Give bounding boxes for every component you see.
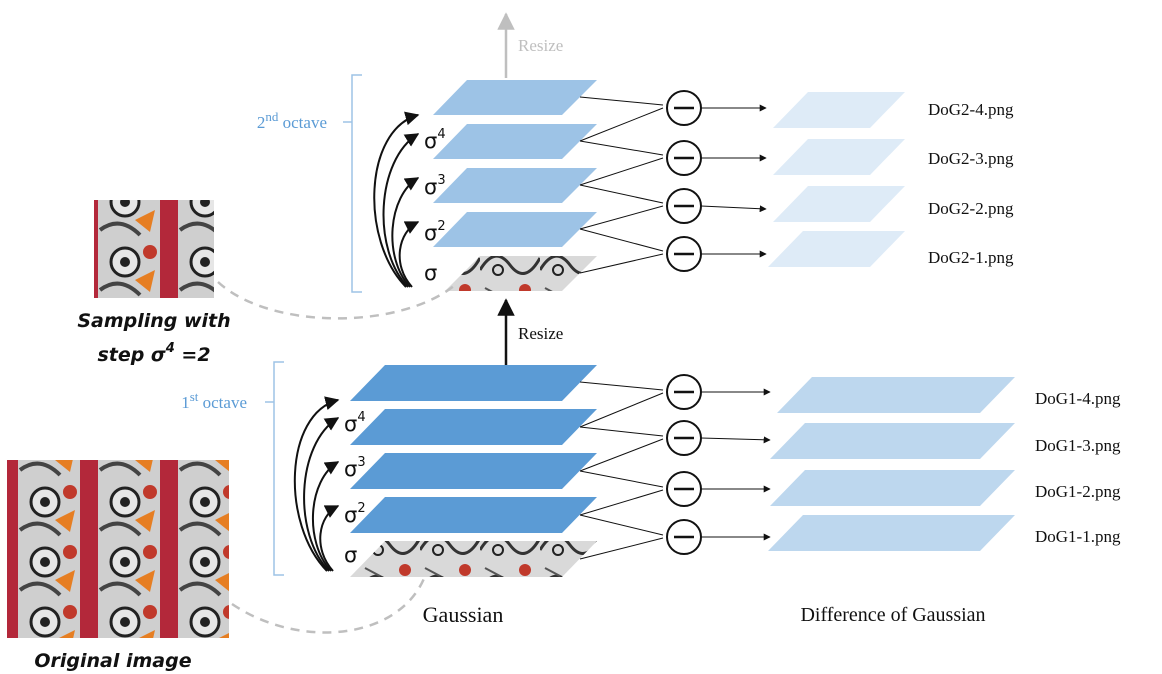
minus-circle-icon bbox=[666, 519, 702, 555]
octave2-dog-layer-2 bbox=[773, 186, 905, 222]
octave2-gaussian-layer-1 bbox=[433, 212, 597, 247]
octave2-sigma-2: σ2 bbox=[424, 219, 446, 245]
arrow-right-icon bbox=[700, 436, 771, 444]
minus-circle-icon bbox=[666, 188, 702, 224]
arrow-right-icon bbox=[700, 205, 767, 213]
minus-circle-icon bbox=[666, 374, 702, 410]
octave2-dog-stack bbox=[768, 92, 905, 267]
minus-circle-icon bbox=[666, 90, 702, 126]
octave1-bracket bbox=[273, 361, 284, 576]
resize-mid-label: Resize bbox=[518, 324, 563, 343]
octave1-dog-stack bbox=[768, 377, 1015, 551]
original-image-caption: Original image bbox=[34, 650, 191, 672]
octave1-gaussian-layer-2 bbox=[350, 453, 597, 489]
dog1-4-label: DoG1-4.png bbox=[1035, 389, 1121, 408]
octave1-dog-layer-3 bbox=[770, 423, 1015, 459]
dog1-2-label: DoG1-2.png bbox=[1035, 482, 1121, 501]
octave1-base-image bbox=[350, 541, 597, 577]
octave1-gaussian-stack bbox=[350, 365, 597, 577]
dog2-3-label: DoG2-3.png bbox=[928, 149, 1014, 168]
sampling-caption-line2: step σ4 =2 bbox=[97, 341, 210, 366]
sampled-image-thumbnail bbox=[94, 200, 214, 298]
octave2-sigma-4: σ4 bbox=[424, 127, 446, 153]
octave2-label: 2nd octave bbox=[257, 109, 327, 132]
original-connector-dashed bbox=[231, 575, 427, 634]
dog2-4-label: DoG2-4.png bbox=[928, 100, 1014, 119]
octave1-sigma-4: σ4 bbox=[344, 410, 366, 436]
octave1-sigma-2: σ2 bbox=[344, 501, 366, 527]
octave2-dog-layer-1 bbox=[768, 231, 905, 267]
octave2-sigma-3: σ3 bbox=[424, 173, 446, 199]
resize-top-label: Resize bbox=[518, 36, 563, 55]
octave2-dog-layer-3 bbox=[773, 139, 905, 175]
dog2-2-label: DoG2-2.png bbox=[928, 199, 1014, 218]
octave1-sigma-1: σ bbox=[344, 543, 357, 567]
gaussian-heading: Gaussian bbox=[423, 602, 504, 627]
octave1-dog-layer-2 bbox=[770, 470, 1015, 506]
original-image-thumbnail bbox=[7, 460, 229, 638]
octave2-dog-layer-4 bbox=[773, 92, 905, 128]
octave1-gaussian-layer-4 bbox=[350, 365, 597, 401]
octave2-gaussian-layer-3 bbox=[433, 124, 597, 159]
octave1-gaussian-layer-3 bbox=[350, 409, 597, 445]
dog-heading: Difference of Gaussian bbox=[800, 604, 985, 626]
octave1-sigma-3: σ3 bbox=[344, 455, 366, 481]
octave2-bracket bbox=[351, 74, 362, 293]
octave2-sigma-1: σ bbox=[424, 261, 437, 285]
minus-circle-icon bbox=[666, 236, 702, 272]
octave2-gaussian-layer-2 bbox=[433, 168, 597, 203]
octave2-gaussian-stack bbox=[433, 80, 597, 291]
sampling-caption-line1: Sampling with bbox=[77, 310, 230, 332]
dog1-3-label: DoG1-3.png bbox=[1035, 436, 1121, 455]
sampled-connector-dashed bbox=[217, 281, 456, 320]
minus-circle-icon bbox=[666, 471, 702, 507]
octave1-sigma-arrows bbox=[293, 396, 340, 572]
minus-circle-icon bbox=[666, 420, 702, 456]
octave1-label: 1st octave bbox=[181, 389, 247, 412]
octave1-dog-layer-4 bbox=[777, 377, 1015, 413]
octave2-base-image bbox=[445, 256, 597, 291]
octave1-dog-layer-1 bbox=[768, 515, 1015, 551]
octave1-gaussian-layer-1 bbox=[350, 497, 597, 533]
minus-circle-icon bbox=[666, 140, 702, 176]
octave2-subtract-nodes bbox=[579, 90, 767, 274]
dog2-1-label: DoG2-1.png bbox=[928, 248, 1014, 267]
octave2-sigma-arrows bbox=[373, 111, 420, 288]
dog1-1-label: DoG1-1.png bbox=[1035, 527, 1121, 546]
octave2-gaussian-layer-4 bbox=[433, 80, 597, 115]
octave1-subtract-nodes bbox=[579, 374, 771, 560]
